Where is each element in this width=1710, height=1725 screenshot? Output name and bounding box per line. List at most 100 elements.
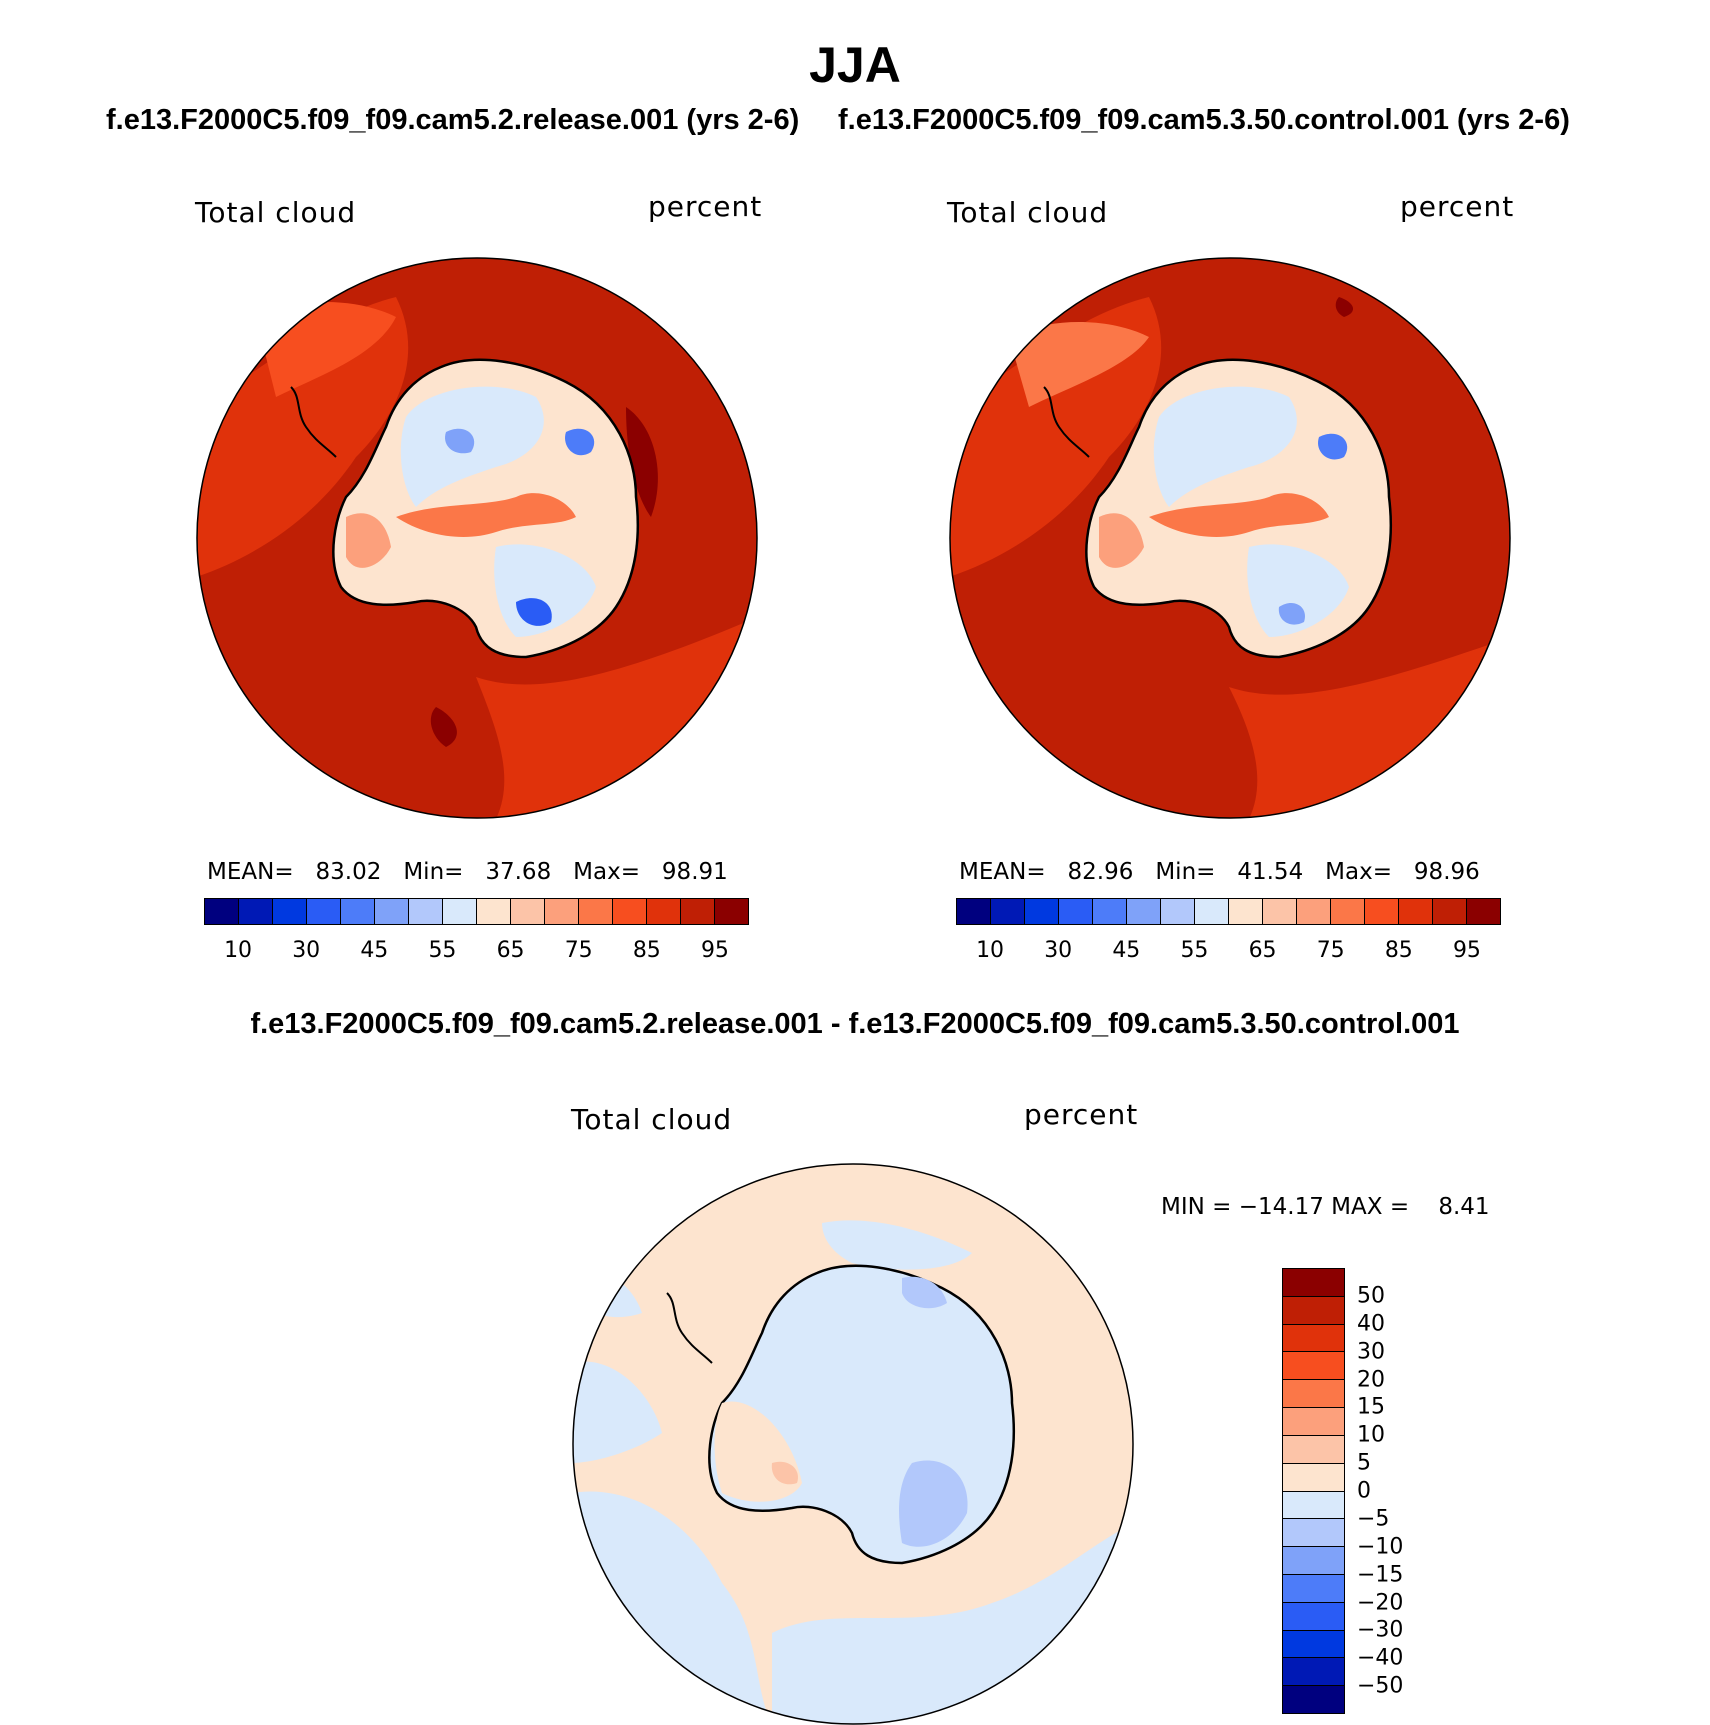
- panel-1-colorbar-color-box: [681, 899, 715, 924]
- panel-2-colorbar-color-box: [1161, 899, 1195, 924]
- panel-2-colorbar-tick-label: 55: [1180, 938, 1209, 963]
- diff-colorbar-color-box: [1283, 1686, 1344, 1713]
- panel-1-mean-label: MEAN=: [207, 859, 294, 885]
- diff-colorbar-color-box: [1283, 1463, 1344, 1492]
- panel-1-max-label: Max=: [573, 859, 640, 885]
- panel-2-colorbar-color-box: [1263, 899, 1297, 924]
- panel-1-colorbar-color-box: [205, 899, 239, 924]
- diff-colorbar-tick-label: 0: [1357, 1478, 1371, 1504]
- diff-colorbar-color-box: [1283, 1324, 1344, 1353]
- panel-1-colorbar-color-box: [477, 899, 511, 924]
- panel-2-min-value: 41.54: [1237, 859, 1304, 885]
- panel-1-colorbar-tick-label: 65: [496, 938, 525, 963]
- panel-2-colorbar-tick-label: 45: [1112, 938, 1141, 963]
- panel-1-colorbar-color-box: [375, 899, 409, 924]
- diff-colorbar-color-box: [1283, 1491, 1344, 1520]
- panel-2-colorbar-tick-label: 95: [1452, 938, 1481, 963]
- panel-1-colorbar-color-box: [579, 899, 613, 924]
- panel-1-colorbar-tick-label: 85: [632, 938, 661, 963]
- panel-2-max-label: Max=: [1325, 859, 1392, 885]
- panel-2-colorbar-tick-label: 65: [1248, 938, 1277, 963]
- panel-1-colorbar-color-box: [409, 899, 443, 924]
- diff-colorbar-color-box: [1283, 1296, 1344, 1325]
- diff-min-value: −14.17: [1238, 1194, 1324, 1220]
- panel-1-colorbar-ticks: 10 30 45 55 65 75 85 95: [204, 938, 749, 968]
- panel-2-polar-map: [949, 257, 1511, 819]
- difference-colorbar-ticks: 50 40 30 20 15 10 5 0 −5 −10 −15 −20 −30 −40 −50: [1357, 1268, 1427, 1714]
- panel-2-units-label: percent: [1400, 190, 1515, 223]
- diff-stats: MIN = −14.17 MAX = 8.41: [1161, 1194, 1490, 1220]
- panel-2-colorbar-color-box: [1025, 899, 1059, 924]
- panel-1-stats: MEAN= 83.02 Min= 37.68 Max= 98.91: [207, 859, 728, 885]
- diff-colorbar-tick-label: 15: [1357, 1394, 1385, 1420]
- panel-2-colorbar-color-box: [1059, 899, 1093, 924]
- panel-2-colorbar-color-box: [1195, 899, 1229, 924]
- diff-colorbar-color-box: [1283, 1602, 1344, 1631]
- diff-colorbar-tick-label: −5: [1357, 1506, 1390, 1532]
- panel-2-colorbar-color-box: [1093, 899, 1127, 924]
- diff-colorbar-color-box: [1283, 1435, 1344, 1464]
- panel-2-colorbar-color-box: [1467, 899, 1500, 924]
- panel-2-colorbar-tick-label: 85: [1384, 938, 1413, 963]
- panel-1-colorbar-color-box: [307, 899, 341, 924]
- panel-2-colorbar-color-box: [1365, 899, 1399, 924]
- diff-colorbar-color-box: [1283, 1547, 1344, 1575]
- panel-2-colorbar-color-box: [1399, 899, 1433, 924]
- diff-colorbar-color-box: [1283, 1630, 1344, 1659]
- panel-1-variable-label: Total cloud: [195, 196, 357, 229]
- panel-1-min-value: 37.68: [485, 859, 552, 885]
- diff-colorbar-tick-label: 20: [1357, 1367, 1385, 1392]
- panel-2-variable-label: Total cloud: [947, 196, 1109, 229]
- panel-2-colorbar: [956, 898, 1501, 925]
- panel-1-colorbar-color-box: [341, 899, 375, 924]
- diff-max-label: MAX =: [1331, 1194, 1410, 1220]
- diff-colorbar-color-box: [1283, 1658, 1344, 1687]
- panel-2-colorbar-color-box: [1433, 899, 1467, 924]
- panel-1-colorbar-color-box: [613, 899, 647, 924]
- panel-2-mean-value: 82.96: [1067, 859, 1134, 885]
- diff-colorbar-tick-label: −20: [1357, 1590, 1404, 1615]
- diff-colorbar-color-box: [1283, 1519, 1344, 1548]
- figure-title: JJA: [809, 37, 901, 93]
- diff-colorbar-color-box: [1283, 1574, 1344, 1603]
- panel-2-colorbar-tick-label: 30: [1044, 938, 1073, 963]
- panel-2-min-label: Min=: [1155, 859, 1216, 885]
- panel-1-units-label: percent: [648, 190, 763, 223]
- panel-1-colorbar-color-box: [545, 899, 579, 924]
- diff-variable-label: Total cloud: [571, 1103, 733, 1136]
- panel-2-colorbar-color-box: [957, 899, 991, 924]
- panel-1-colorbar-color-box: [715, 899, 748, 924]
- diff-colorbar-color-box: [1283, 1380, 1344, 1409]
- panel-1-max-value: 98.91: [661, 859, 728, 885]
- panel-2-stats: MEAN= 82.96 Min= 41.54 Max= 98.96: [959, 859, 1480, 885]
- diff-colorbar-tick-label: 30: [1357, 1339, 1385, 1365]
- panel-1-polar-map: [196, 257, 758, 819]
- panel-2-colorbar-ticks: 10 30 45 55 65 75 85 95: [956, 938, 1501, 968]
- panel-1-colorbar-color-box: [511, 899, 545, 924]
- panel-1-colorbar-tick-label: 75: [564, 938, 593, 963]
- diff-colorbar-tick-label: 5: [1357, 1450, 1371, 1476]
- diff-colorbar-tick-label: 50: [1357, 1283, 1385, 1309]
- diff-units-label: percent: [1024, 1098, 1139, 1131]
- panel-1-colorbar-tick-label: 45: [360, 938, 389, 963]
- panel-1-colorbar-color-box: [239, 899, 273, 924]
- panel-1-mean-value: 83.02: [315, 859, 382, 885]
- difference-title: f.e13.F2000C5.f09_f09.cam5.2.release.001…: [250, 1008, 1460, 1040]
- diff-colorbar-tick-label: −10: [1357, 1534, 1404, 1560]
- panel-2-max-value: 98.96: [1413, 859, 1480, 885]
- diff-colorbar-tick-label: −15: [1357, 1562, 1404, 1588]
- diff-colorbar-color-box: [1283, 1269, 1344, 1297]
- panel-2-colorbar-tick-label: 10: [976, 938, 1005, 963]
- panel-1-colorbar-color-box: [273, 899, 307, 924]
- panel-2-colorbar-color-box: [1127, 899, 1161, 924]
- diff-colorbar-tick-label: −40: [1357, 1645, 1404, 1671]
- panel-2-colorbar-color-box: [1229, 899, 1263, 924]
- diff-colorbar-tick-label: −50: [1357, 1673, 1404, 1699]
- panel-2-colorbar-color-box: [1297, 899, 1331, 924]
- panel-1-colorbar-color-box: [443, 899, 477, 924]
- panel-1-colorbar-tick-label: 10: [224, 938, 253, 963]
- difference-polar-map: [572, 1163, 1134, 1725]
- panel-1-colorbar-tick-label: 95: [700, 938, 729, 963]
- panel-1-colorbar-tick-label: 30: [292, 938, 321, 963]
- diff-max-value: 8.41: [1438, 1194, 1490, 1220]
